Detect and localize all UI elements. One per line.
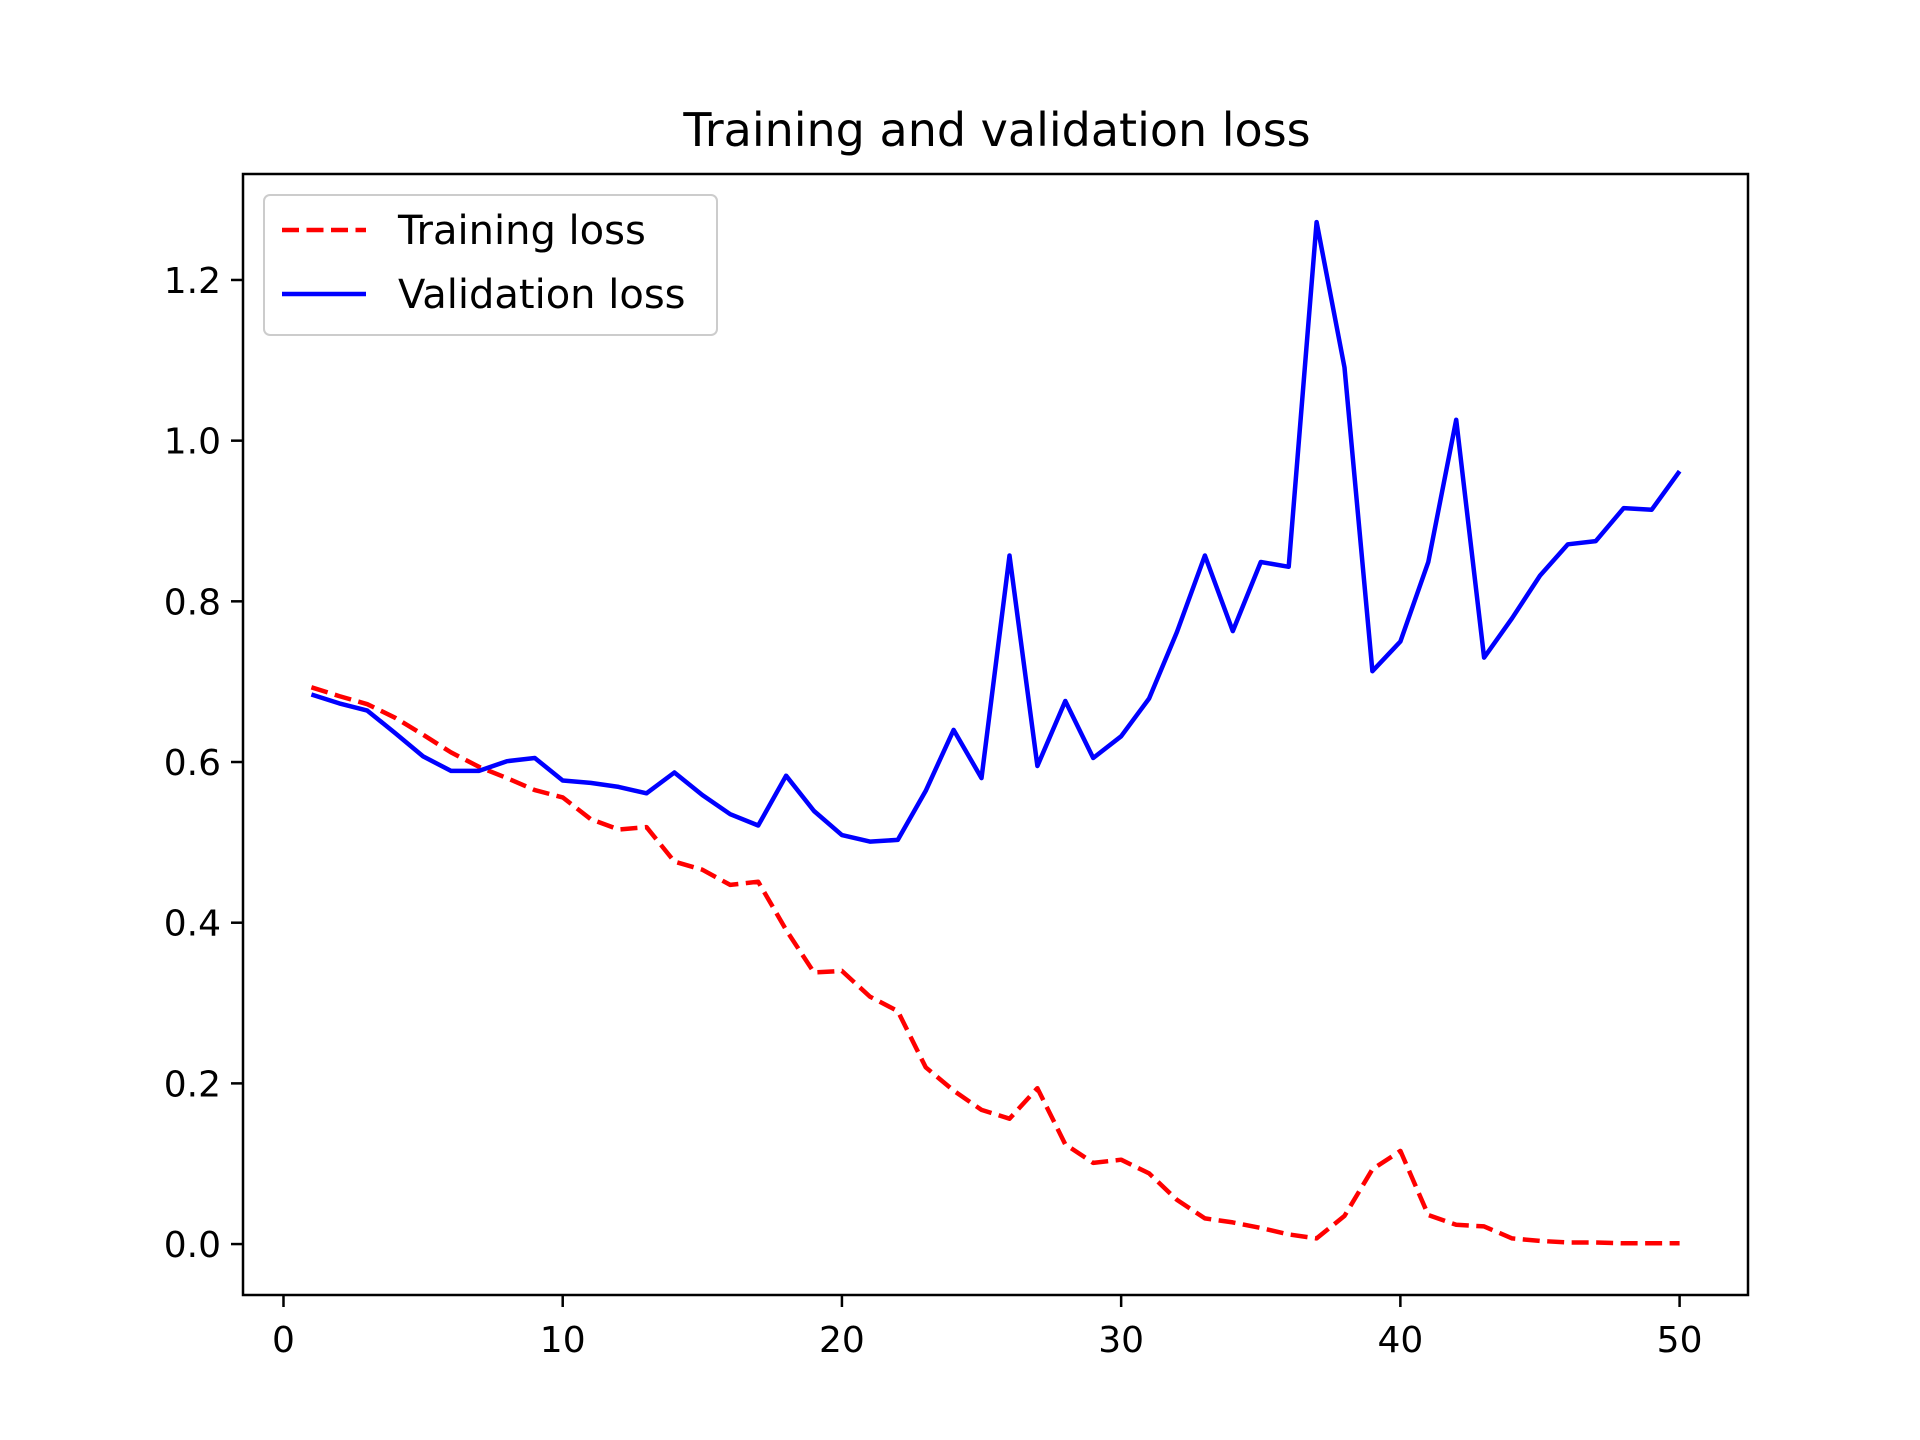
y-tick-label: 0.0 <box>164 1225 221 1266</box>
training-loss-line <box>310 685 1680 1246</box>
x-tick-label: 40 <box>1377 1320 1423 1361</box>
x-tick-label: 50 <box>1657 1320 1703 1361</box>
x-tick-label: 10 <box>540 1320 586 1361</box>
series-layer <box>310 219 1682 1246</box>
legend: Training loss Validation loss <box>263 194 718 336</box>
validation-loss-line <box>310 219 1682 844</box>
plot-frame <box>241 172 1750 1297</box>
y-tick-label: 0.8 <box>164 582 221 623</box>
axes-layer: 0 10 20 30 40 50 0.0 0.2 0.4 0.6 0.8 1.0 1.2 <box>164 261 1703 1361</box>
chart-title: Training and validation loss <box>682 103 1310 157</box>
x-tick-label: 30 <box>1098 1320 1144 1361</box>
x-tick-label: 20 <box>819 1320 865 1361</box>
legend-box <box>263 194 718 336</box>
legend-training-label: Training loss <box>397 208 646 254</box>
y-tick-label: 1.2 <box>164 261 221 302</box>
legend-validation-label: Validation loss <box>398 272 686 318</box>
y-tick-label: 0.2 <box>164 1064 221 1105</box>
y-tick-label: 0.6 <box>164 743 221 784</box>
y-tick-label: 0.4 <box>164 904 221 945</box>
y-tick-label: 1.0 <box>164 422 221 463</box>
x-tick-label: 0 <box>272 1320 295 1361</box>
